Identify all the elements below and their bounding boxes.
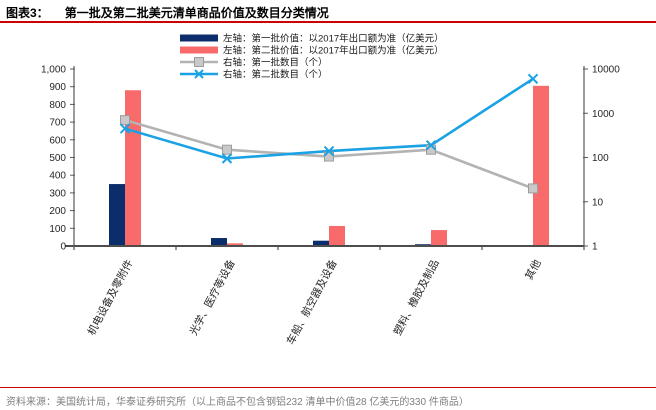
bar-batch2: [227, 243, 243, 246]
category-label: 光学、医疗等设备: [187, 257, 238, 338]
legend-item-label: 右轴：第二批数目（个）: [223, 69, 328, 81]
left-axis-tick-label: 900: [49, 82, 66, 93]
right-axis-tick-label: 100: [592, 153, 609, 164]
right-axis-tick-label: 1: [592, 242, 598, 253]
right-axis-tick-label: 10: [592, 197, 604, 208]
right-axis-tick-label: 10000: [592, 65, 620, 76]
left-axis-tick-label: 200: [49, 206, 66, 217]
bar-batch1: [109, 184, 125, 246]
legend: 左轴：第一批价值：以2017年出口额为准（亿美元）左轴：第二批价值：以2017年…: [180, 33, 444, 81]
square-marker: [528, 183, 538, 194]
line-batch2: [124, 77, 534, 160]
legend-item-label: 右轴：第一批数目（个）: [223, 57, 328, 69]
x-marker: [323, 145, 335, 157]
combo-chart: 0 100 200 300 400 500 600 700 800 900 1,000 1 10 100 1…: [41, 33, 620, 347]
left-axis-tick-label: 100: [49, 224, 66, 235]
bar-batch2: [431, 230, 447, 246]
left-axis-tick-label: 600: [49, 135, 66, 146]
left-axis-tick-label: 300: [49, 188, 66, 199]
bar-batch2: [533, 85, 549, 246]
figure-title: 第一批及第二批美元清单商品价值及数目分类情况: [64, 6, 329, 20]
source-text: 资料来源：美国统计局，华泰证券研究所（以上商品不包含钢铝232 清单中价值28 …: [6, 397, 469, 408]
figure-footer: 资料来源：美国统计局，华泰证券研究所（以上商品不包含钢铝232 清单中价值28 …: [0, 387, 656, 410]
bar-batch2: [125, 90, 141, 246]
legend-x-marker: [194, 69, 204, 79]
left-axis-tick-label: 700: [49, 118, 66, 129]
left-axis-tick-label: 800: [49, 100, 66, 111]
x-marker: [221, 153, 233, 164]
left-axis-tick-label: 1,000: [41, 65, 66, 76]
category-label: 机电设备及零附件: [85, 257, 136, 337]
category-label: 塑料、橡胶及制品: [391, 257, 442, 337]
x-marker: [425, 139, 437, 151]
legend-swatch-bar-batch2: [180, 46, 218, 54]
left-axis-tick-label: 0: [60, 242, 66, 253]
legend-item-label: 左轴：第一批价值：以2017年出口额为准（亿美元）: [223, 33, 444, 45]
left-axis-tick-label: 400: [49, 171, 66, 182]
legend-item-label: 左轴：第二批价值：以2017年出口额为准（亿美元）: [223, 45, 444, 57]
square-marker: [222, 144, 232, 155]
left-axis-tick-label: 500: [49, 153, 66, 164]
x-marker: [119, 123, 131, 134]
figure-header: 图表3： 第一批及第二批美元清单商品价值及数目分类情况: [0, 0, 656, 23]
category-label: 车船、航空器及设备: [284, 257, 340, 347]
bar-batch1: [313, 240, 329, 246]
category-label: 其他: [522, 257, 544, 282]
bar-batch2: [329, 225, 345, 246]
right-axis-tick-label: 1000: [592, 109, 615, 120]
square-marker: [120, 115, 130, 126]
bar-batch1: [211, 238, 227, 246]
x-marker: [527, 73, 539, 85]
figure-label: 图表3：: [6, 6, 49, 20]
legend-swatch-bar-batch1: [180, 34, 218, 42]
legend-square-marker: [194, 57, 204, 67]
